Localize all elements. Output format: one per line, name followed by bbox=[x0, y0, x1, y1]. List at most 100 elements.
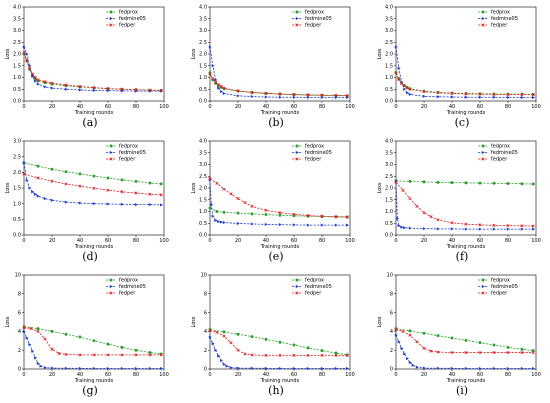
data-point-fedper bbox=[292, 92, 296, 97]
data-point-fedmine05 bbox=[292, 223, 296, 227]
data-point-fedper bbox=[264, 208, 268, 212]
y-tick-label: 3.0 bbox=[13, 28, 21, 34]
y-tick-label: 2.0 bbox=[13, 170, 21, 176]
series-line-fedmine05 bbox=[395, 180, 534, 230]
data-point-fedprox bbox=[306, 346, 310, 350]
y-tick-label: 1.0 bbox=[13, 201, 21, 207]
y-axis-label: Loss bbox=[191, 316, 197, 327]
data-point-fedprox bbox=[50, 329, 54, 333]
data-point-fedmine05 bbox=[214, 78, 218, 82]
data-point-fedmine05 bbox=[217, 86, 221, 90]
x-tick-label: 40 bbox=[263, 372, 269, 378]
x-tick-label: 20 bbox=[49, 372, 55, 378]
data-point-fedper bbox=[436, 218, 440, 222]
x-tick-label: 80 bbox=[319, 104, 325, 110]
line-chart: 0.0 0.5 1.0 1.5 2.0 2.5 3.0 3.5 4.0 0 20 40 60 80 100 T… bbox=[191, 139, 355, 250]
legend-marker bbox=[109, 291, 113, 295]
y-axis-label: Loss bbox=[191, 48, 197, 59]
data-point-fedper bbox=[492, 92, 496, 97]
data-point-fedprox bbox=[478, 181, 482, 185]
data-point-fedmine05 bbox=[134, 366, 138, 371]
data-point-fedmine05 bbox=[408, 92, 412, 97]
data-point-fedper bbox=[306, 213, 310, 218]
x-tick-label: 80 bbox=[505, 238, 511, 244]
x-axis-label: Training rounds bbox=[260, 378, 300, 384]
y-tick-label: 0.5 bbox=[385, 221, 393, 227]
chart-panel: 0.0 0.5 1.0 1.5 2.0 2.5 3.0 0 20 40 60 80 100 Trainin… bbox=[0, 134, 180, 268]
data-point-fedprox bbox=[36, 164, 40, 168]
x-tick-label: 100 bbox=[531, 104, 541, 110]
y-tick-label: 0 bbox=[18, 367, 21, 373]
data-point-fedmine05 bbox=[208, 335, 212, 339]
y-tick-label: 0.0 bbox=[199, 233, 207, 239]
data-point-fedper bbox=[464, 222, 468, 226]
data-point-fedper bbox=[250, 90, 254, 94]
data-point-fedmine05 bbox=[120, 202, 124, 206]
data-point-fedmine05 bbox=[39, 364, 43, 368]
data-point-fedper bbox=[278, 92, 282, 96]
data-point-fedper bbox=[345, 215, 349, 219]
y-tick-label: 3.0 bbox=[385, 162, 393, 168]
x-axis-label: Training rounds bbox=[260, 244, 300, 250]
data-point-fedper bbox=[492, 350, 496, 355]
data-point-fedmine05 bbox=[160, 203, 163, 207]
x-tick-label: 0 bbox=[208, 104, 211, 110]
data-point-fedmine05 bbox=[148, 203, 152, 207]
series-line-fedper bbox=[209, 330, 348, 356]
data-point-fedmine05 bbox=[422, 94, 426, 98]
data-point-fedper bbox=[415, 340, 419, 344]
data-point-fedper bbox=[506, 350, 510, 355]
y-tick-label: 2.5 bbox=[13, 40, 21, 46]
data-point-fedmine05 bbox=[214, 348, 218, 352]
data-point-fedper bbox=[243, 200, 247, 205]
y-tick-label: 0.0 bbox=[13, 99, 21, 105]
data-point-fedper bbox=[92, 86, 96, 90]
x-tick-label: 20 bbox=[49, 104, 55, 110]
data-point-fedmine05 bbox=[346, 366, 349, 371]
data-point-fedmine05 bbox=[464, 95, 468, 99]
data-point-fedmine05 bbox=[292, 366, 296, 371]
data-point-fedmine05 bbox=[22, 329, 26, 333]
x-tick-label: 100 bbox=[345, 372, 355, 378]
legend-label: fedmine05 bbox=[305, 16, 332, 22]
data-point-fedprox bbox=[506, 345, 510, 349]
data-point-fedper bbox=[148, 353, 152, 357]
legend-label: fedprox bbox=[305, 10, 324, 16]
data-point-fedprox bbox=[520, 347, 524, 351]
series-line-fedmine05 bbox=[23, 331, 162, 369]
data-point-fedmine05 bbox=[532, 227, 535, 231]
y-tick-label: 2.0 bbox=[13, 52, 21, 58]
data-point-fedper bbox=[229, 192, 233, 196]
data-point-fedprox bbox=[250, 212, 254, 216]
data-point-fedprox bbox=[92, 174, 96, 178]
data-point-fedmine05 bbox=[396, 216, 400, 221]
legend-marker bbox=[481, 144, 485, 148]
y-tick-label: 1.5 bbox=[13, 186, 21, 192]
legend-label: fedper bbox=[491, 291, 508, 297]
data-point-fedper bbox=[134, 191, 138, 195]
data-point-fedprox bbox=[408, 179, 412, 183]
line-chart: 0.0 0.5 1.0 1.5 2.0 2.5 3.0 3.5 4.0 0 20 40 60 80 100 T… bbox=[377, 139, 541, 250]
data-point-fedmine05 bbox=[50, 86, 54, 90]
data-point-fedper bbox=[401, 329, 405, 333]
y-axis-label: Loss bbox=[191, 182, 197, 193]
data-point-fedmine05 bbox=[36, 361, 40, 365]
y-tick-label: 2.5 bbox=[385, 174, 393, 180]
data-point-fedper bbox=[264, 353, 268, 357]
legend-marker bbox=[295, 291, 299, 295]
data-point-fedper bbox=[405, 86, 409, 90]
data-point-fedmine05 bbox=[406, 357, 409, 361]
x-axis-label: Training rounds bbox=[446, 378, 486, 384]
data-point-fedper bbox=[208, 177, 212, 181]
y-axis-label: Loss bbox=[377, 48, 383, 59]
x-tick-label: 60 bbox=[291, 104, 297, 110]
x-tick-label: 0 bbox=[208, 238, 211, 244]
chart-panel: 0 2 4 6 8 10 0 20 40 60 80 100 Training rounds Loss fe… bbox=[186, 268, 366, 402]
data-point-fedprox bbox=[422, 331, 426, 335]
y-axis-label: Loss bbox=[5, 48, 11, 59]
data-point-fedprox bbox=[464, 181, 468, 185]
